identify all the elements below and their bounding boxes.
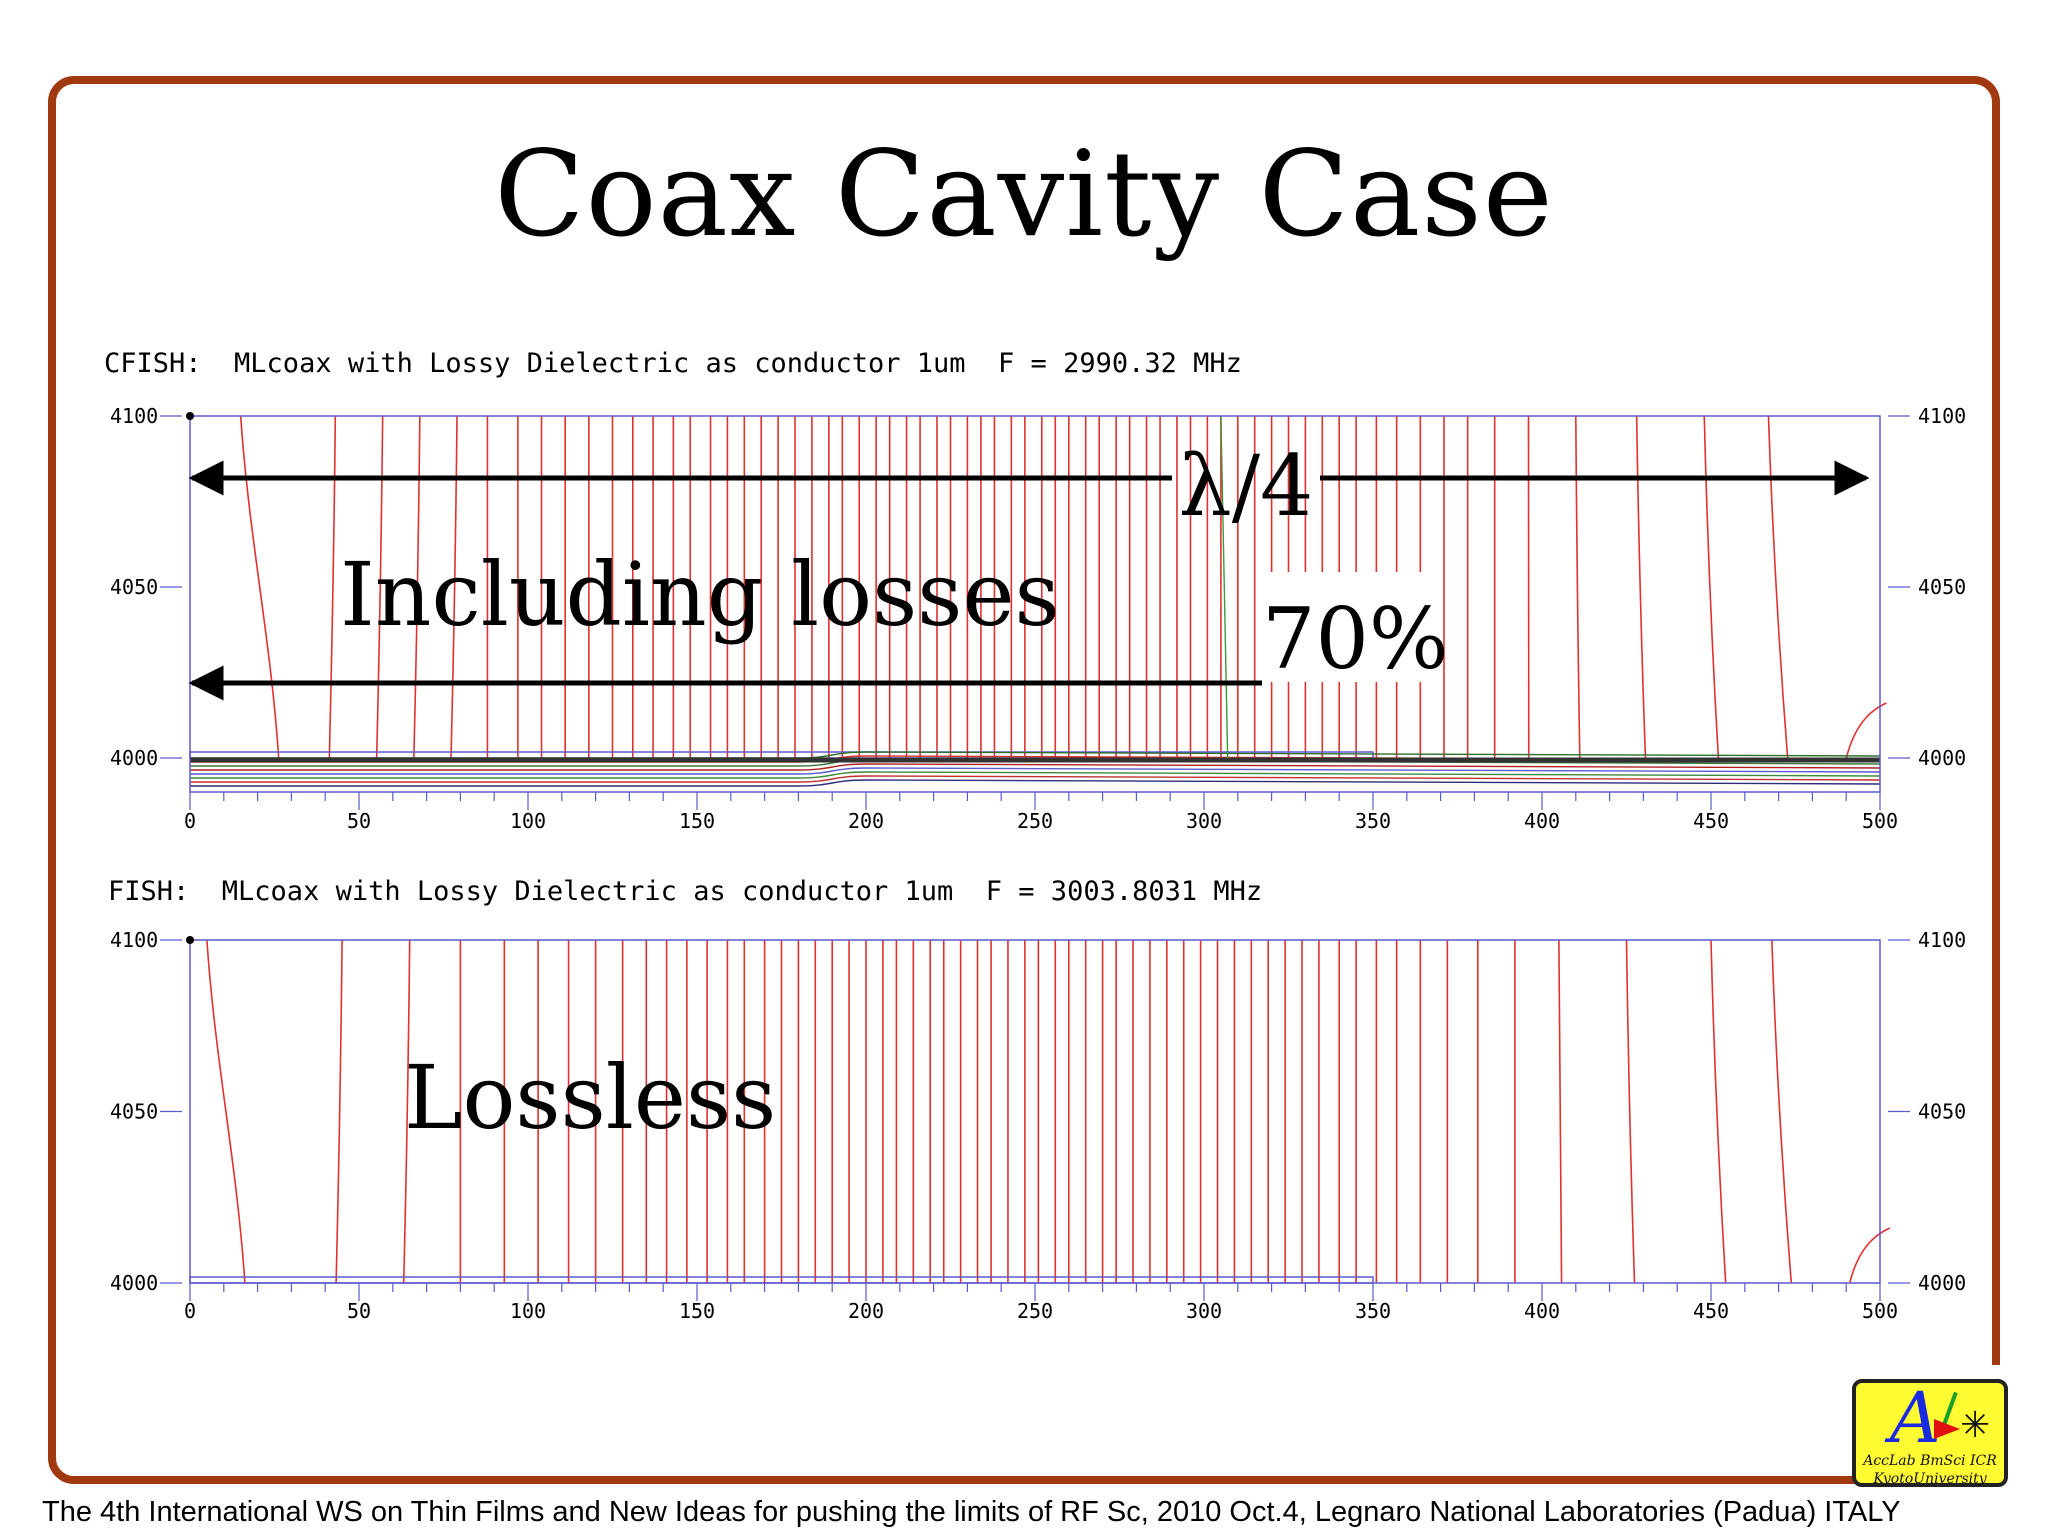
field-line <box>1845 702 1887 759</box>
plot-1: 4000 4000 4050 4050 4100 4100 0 50 100 150 200 250 3… <box>110 404 1966 833</box>
lambda-label: λ/4 <box>1179 437 1314 535</box>
field-line <box>1575 415 1581 759</box>
field-line <box>1710 939 1727 1284</box>
footer-text: The 4th International WS on Thin Films a… <box>42 1496 1901 1528</box>
y-tick-label-left: 4050 <box>110 575 158 599</box>
field-line <box>1635 415 1647 759</box>
percent-backdrop <box>1262 572 1430 682</box>
lossy-contour <box>190 779 1881 787</box>
y-tick-label-right: 4050 <box>1918 575 1966 599</box>
field-line <box>413 415 421 759</box>
x-tick-label: 400 <box>1524 809 1560 833</box>
field-line <box>1771 939 1793 1284</box>
percent-label: 70% <box>1262 590 1449 688</box>
x-tick-label: 450 <box>1693 809 1729 833</box>
field-line <box>1558 939 1563 1284</box>
field-line <box>1703 415 1720 759</box>
x-tick-label: 150 <box>679 1299 715 1323</box>
x-tick-label: 0 <box>184 809 196 833</box>
plot-2-title: FISH: MLcoax with Lossy Dielectric as co… <box>108 876 1263 907</box>
x-tick-label: 250 <box>1017 809 1053 833</box>
logo-line-2: KyotoUniversity <box>1873 1471 1987 1487</box>
origin-dot <box>186 936 194 944</box>
lossy-contour <box>190 763 1881 771</box>
logo-letter: A <box>1890 1377 1941 1459</box>
field-line <box>450 415 458 759</box>
y-tick-label-right: 4050 <box>1918 1100 1966 1124</box>
field-line <box>335 939 343 1284</box>
x-tick-label: 450 <box>1693 1299 1729 1323</box>
green-contour <box>1220 415 1229 759</box>
x-tick-label: 350 <box>1355 809 1391 833</box>
lossy-contour <box>190 767 1881 775</box>
x-tick-label: 0 <box>184 1299 196 1323</box>
x-tick-label: 100 <box>510 1299 546 1323</box>
x-tick-label: 50 <box>347 1299 371 1323</box>
x-tick-label: 200 <box>848 1299 884 1323</box>
x-tick-label: 250 <box>1017 1299 1053 1323</box>
y-tick-label-right: 4000 <box>1918 1271 1966 1295</box>
lossy-contour <box>190 771 1881 779</box>
x-tick-label: 200 <box>848 809 884 833</box>
field-line <box>375 415 384 759</box>
x-tick-label: 150 <box>679 809 715 833</box>
y-tick-label-right: 4100 <box>1918 928 1966 952</box>
y-tick-label-left: 4000 <box>110 1271 158 1295</box>
field-line <box>402 939 411 1284</box>
lossy-contour <box>190 775 1881 783</box>
logo-line-1: AccLab BmSci ICR <box>1863 1453 1997 1469</box>
origin-dot <box>186 412 194 420</box>
plot-1-title: CFISH: MLcoax with Lossy Dielectric as c… <box>104 348 1242 379</box>
y-tick-label-right: 4000 <box>1918 746 1966 770</box>
x-tick-label: 300 <box>1186 809 1222 833</box>
lossless-label: Lossless <box>404 1046 776 1149</box>
x-tick-label: 500 <box>1862 809 1898 833</box>
y-tick-label-left: 4100 <box>110 928 158 952</box>
x-tick-label: 300 <box>1186 1299 1222 1323</box>
y-tick-label-left: 4100 <box>110 404 158 428</box>
field-line <box>239 415 280 759</box>
field-line <box>1767 415 1789 759</box>
logo-star-icon: ✳ <box>1960 1405 1991 1446</box>
slide-title: Coax Cavity Case <box>494 125 1554 263</box>
slide-frame <box>48 76 2000 1484</box>
including-losses-label: Including losses <box>340 543 1060 646</box>
y-tick-label-right: 4100 <box>1918 404 1966 428</box>
x-tick-label: 500 <box>1862 1299 1898 1323</box>
plot-2: 4000 4000 4050 4050 4100 4100 0 50 100 150 200 250 3… <box>110 928 1966 1323</box>
field-line <box>328 415 337 759</box>
field-line <box>1848 1227 1891 1284</box>
y-tick-label-left: 4000 <box>110 746 158 770</box>
field-line <box>206 939 246 1284</box>
y-tick-label-left: 4050 <box>110 1100 158 1124</box>
acclab-logo: A ✳ AccLab BmSci ICR KyotoUniversity <box>1852 1377 2008 1487</box>
x-tick-label: 400 <box>1524 1299 1560 1323</box>
x-tick-label: 50 <box>347 809 371 833</box>
x-tick-label: 350 <box>1355 1299 1391 1323</box>
field-line <box>1625 939 1636 1284</box>
logo-arrow-icon <box>1934 1419 1960 1439</box>
x-tick-label: 100 <box>510 809 546 833</box>
